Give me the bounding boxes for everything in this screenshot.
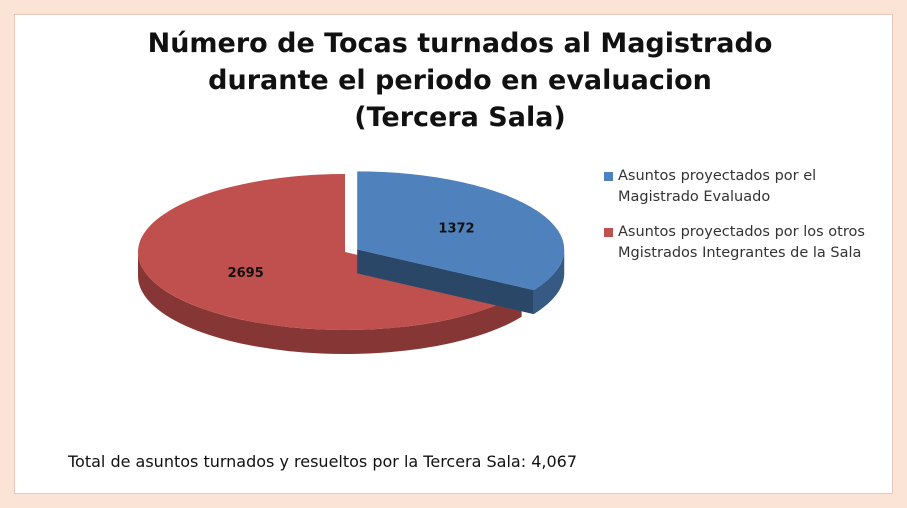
- chart-title: (Tercera Sala): [354, 102, 566, 133]
- legend-entry: Asuntos proyectados por el Magistrado Ev…: [604, 166, 894, 208]
- legend-entry: Asuntos proyectados por los otros Mgistr…: [604, 222, 894, 264]
- slice-side: [533, 249, 565, 315]
- slice-face-shade: [357, 249, 534, 315]
- slice-face: [357, 249, 534, 315]
- slice: [137, 174, 522, 330]
- legend-swatch: [604, 228, 613, 237]
- data-label: 1372: [438, 221, 474, 236]
- slice-side: [138, 252, 522, 354]
- legend: Asuntos proyectados por el Magistrado Ev…: [604, 166, 894, 278]
- annotation: Total de asuntos turnados y resueltos po…: [68, 452, 578, 471]
- legend-swatch: [604, 172, 613, 181]
- chart-title: Número de Tocas turnados al Magistrado: [148, 28, 773, 59]
- chart-title: durante el periodo en evaluacion: [208, 65, 712, 96]
- slice-side-shade: [533, 249, 565, 315]
- legend-label: Asuntos proyectados por el Magistrado Ev…: [618, 168, 817, 205]
- legend-label: Asuntos proyectados por los otros Mgistr…: [618, 224, 865, 261]
- slice-side-shade: [138, 252, 522, 354]
- data-label: 2695: [228, 266, 264, 281]
- slice: [357, 171, 565, 291]
